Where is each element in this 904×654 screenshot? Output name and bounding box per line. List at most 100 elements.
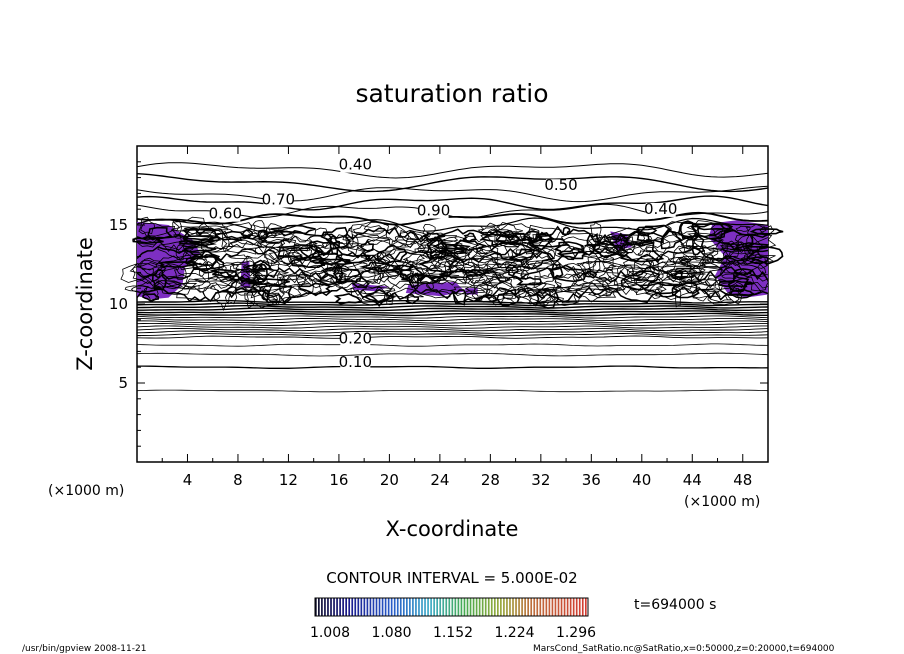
y-axis-label: Z-coordinate	[73, 237, 97, 371]
contour-loop	[391, 287, 424, 299]
x-tick-label: 40	[632, 471, 651, 489]
contour-loop	[246, 289, 255, 309]
x-tick-label: 12	[279, 471, 298, 489]
contour-loop	[660, 230, 684, 250]
colorbar-stripe	[378, 598, 381, 616]
colorbar-stripe	[533, 598, 536, 616]
colorbar-tick-label: 1.224	[494, 625, 534, 641]
colorbar-stripe	[563, 598, 566, 616]
contour-loop	[218, 278, 260, 289]
colorbar-stripe	[560, 598, 563, 616]
contour-label-bg	[645, 202, 676, 217]
colorbar-stripe	[372, 598, 375, 616]
contour-loop	[316, 252, 344, 266]
contour-loop	[181, 280, 211, 290]
contour-loop	[264, 282, 285, 306]
contour-loop	[745, 223, 767, 236]
contour-loop	[437, 253, 461, 268]
colorbar-stripe	[500, 598, 502, 616]
colorbar-stripe	[584, 598, 587, 616]
colorbar-stripe	[354, 598, 357, 616]
colorbar-stripe	[351, 598, 354, 616]
colorbar-stripe	[342, 598, 344, 616]
x-tick-label: 44	[683, 471, 702, 489]
contour-loop	[267, 223, 284, 237]
colorbar-stripe	[315, 598, 317, 616]
contour-loop	[405, 294, 420, 305]
footer-left: /usr/bin/gpview 2008-11-21	[22, 644, 146, 654]
x-tick-label: 16	[329, 471, 348, 489]
colorbar-stripe	[572, 598, 575, 616]
contour-label-bg	[546, 179, 577, 194]
contour-loop	[332, 262, 360, 283]
x-unit-label-left: (×1000 m)	[48, 483, 124, 499]
contour-loop	[270, 224, 316, 235]
contour-loop	[496, 288, 520, 307]
contour-loop	[462, 232, 477, 243]
colorbar-stripe	[369, 598, 372, 616]
contour-loop	[252, 220, 265, 238]
colorbar-stripe	[521, 598, 523, 616]
contour-loop	[503, 289, 546, 305]
colorbar-stripe	[393, 598, 396, 616]
contour-loop	[527, 290, 557, 306]
x-tick-label: 36	[582, 471, 601, 489]
colorbar-stripe	[418, 598, 420, 616]
contour-loop	[140, 222, 176, 237]
contour-loop	[464, 285, 491, 300]
colorbar-stripe	[433, 598, 435, 616]
colorbar-stripe	[478, 598, 481, 616]
contour-label-bg	[418, 204, 449, 219]
colorbar-stripe	[557, 598, 560, 616]
contour-line	[136, 211, 769, 226]
colorbar-stripe	[469, 598, 472, 616]
colorbar-stripe	[554, 598, 557, 616]
contour-loop	[494, 232, 536, 245]
colorbar-stripe	[457, 598, 460, 616]
contour-loop	[373, 263, 399, 280]
contour-loop	[735, 225, 751, 232]
contour-loop	[525, 282, 555, 303]
colorbar-stripe	[445, 598, 448, 616]
colorbar-stripe	[396, 598, 399, 616]
colorbar-stripe	[451, 598, 454, 616]
colorbar-stripe	[321, 598, 323, 616]
contour-loop	[504, 241, 541, 265]
contour-loop	[419, 232, 459, 244]
colorbar-stripe	[406, 598, 408, 616]
colorbar-stripe	[318, 598, 320, 616]
contour-loop	[256, 238, 300, 249]
contour-loop	[352, 225, 385, 235]
colorbar-stripe	[381, 598, 384, 616]
contour-loop	[164, 273, 207, 290]
colorbar-stripe	[333, 598, 335, 616]
contour-loop	[268, 293, 279, 301]
contour-loop	[358, 254, 391, 269]
colorbar-stripe	[463, 598, 466, 616]
colorbar-stripe	[581, 598, 584, 616]
contour-loop	[533, 275, 562, 291]
colorbar-stripe	[512, 598, 514, 616]
x-tick-label: 4	[183, 471, 193, 489]
contour-loop	[679, 220, 697, 241]
colorbar-stripe	[442, 598, 445, 616]
contour-label: 0.40	[644, 200, 677, 218]
contour-loop	[257, 284, 293, 305]
contour-line	[136, 252, 769, 270]
colorbar-stripe	[536, 598, 539, 616]
y-tick-label: 5	[118, 374, 128, 392]
colorbar-stripe	[390, 598, 393, 616]
contour-loop	[534, 288, 560, 309]
contour-label-bg	[340, 332, 371, 347]
contour-line	[136, 280, 769, 297]
contour-line	[136, 195, 769, 211]
contour-loop	[361, 294, 391, 304]
contour-loop	[626, 267, 648, 282]
contour-loop	[480, 229, 516, 242]
contour-loop	[553, 241, 585, 256]
colorbar-stripe	[421, 598, 423, 616]
colorbar-stripe	[327, 598, 329, 616]
colorbar-stripe	[481, 598, 484, 616]
colorbar-stripe	[324, 598, 326, 616]
